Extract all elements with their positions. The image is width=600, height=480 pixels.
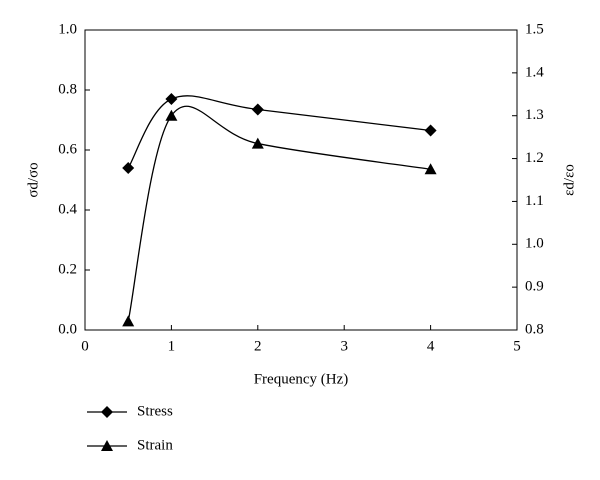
y-tick-label: 0.2 xyxy=(58,261,77,277)
marker xyxy=(251,103,264,116)
x-tick-label: 5 xyxy=(513,338,521,354)
y-tick-label: 1.0 xyxy=(58,21,77,37)
marker xyxy=(165,93,178,105)
series-line xyxy=(127,95,431,169)
marker xyxy=(101,440,113,451)
y-tick-label: 0.8 xyxy=(58,81,77,97)
y-axis-label: σd/σo xyxy=(25,162,41,197)
legend-label: Strain xyxy=(137,437,173,453)
x-tick-label: 2 xyxy=(254,338,262,354)
legend-label: Stress xyxy=(137,403,173,419)
marker xyxy=(424,163,437,175)
marker xyxy=(165,109,178,121)
y2-tick-label: 1.5 xyxy=(525,21,544,37)
y2-tick-label: 1.0 xyxy=(525,236,544,252)
y2-tick-label: 0.9 xyxy=(525,279,544,295)
x-axis-label: Frequency (Hz) xyxy=(254,371,349,387)
y-tick-label: 0.0 xyxy=(58,321,77,337)
y-tick-label: 0.6 xyxy=(58,141,77,157)
x-tick-label: 0 xyxy=(81,338,89,354)
marker xyxy=(122,315,135,327)
x-tick-label: 4 xyxy=(427,338,435,354)
y2-tick-label: 1.2 xyxy=(525,150,544,166)
y2-tick-label: 1.1 xyxy=(525,193,544,209)
series-line xyxy=(127,105,431,322)
y2-tick-label: 0.8 xyxy=(525,321,544,337)
marker xyxy=(122,162,135,174)
plot-frame xyxy=(84,29,518,331)
x-tick-label: 1 xyxy=(168,338,176,354)
x-tick-label: 3 xyxy=(340,338,348,354)
y-tick-label: 0.4 xyxy=(58,201,77,217)
marker xyxy=(424,124,437,137)
y2-tick-label: 1.4 xyxy=(525,64,544,80)
marker xyxy=(251,137,264,149)
y2-tick-label: 1.3 xyxy=(525,107,544,123)
marker xyxy=(101,406,113,418)
y2-axis-label: εd/εo xyxy=(561,164,577,196)
